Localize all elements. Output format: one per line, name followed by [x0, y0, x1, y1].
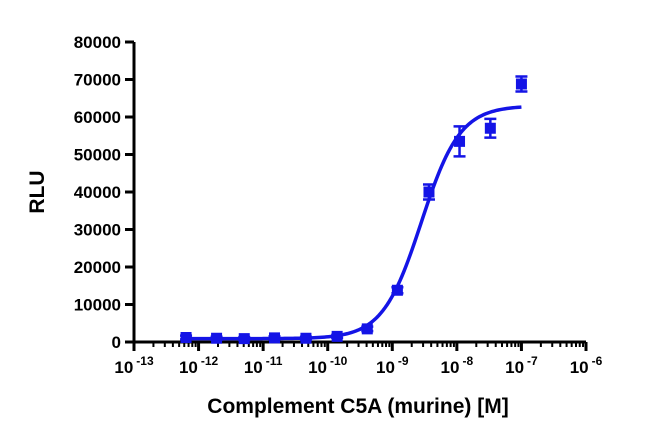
x-tick-label: 10 -12: [179, 354, 219, 377]
data-point: [515, 75, 528, 93]
y-tick-label: 20000: [74, 258, 121, 277]
y-tick-label: 50000: [74, 146, 121, 165]
fit-curve: [186, 105, 522, 341]
point-marker: [454, 135, 466, 147]
plot-area: 0 10000 20000 30000 40000 50000 60000 70000 8000…: [74, 33, 603, 377]
point-marker: [484, 122, 496, 134]
x-tick-label: 10 -10: [308, 354, 348, 377]
data-point: [453, 125, 466, 158]
y-tick-label: 30000: [74, 221, 121, 240]
x-axis-ticks: 10 -13 10 -12 10 -11 10 -10 10 -9 10 -8 10 -7 10 -6: [114, 342, 603, 377]
x-tick-label: 10 -11: [244, 354, 283, 377]
x-tick-label: 10 -13: [114, 354, 154, 377]
data-point: [484, 117, 497, 139]
data-points-layer: [180, 75, 528, 345]
x-axis-title: Complement C5A (murine) [M]: [207, 395, 508, 418]
point-marker: [300, 332, 312, 344]
y-tick-label: 80000: [74, 33, 121, 52]
data-point: [299, 332, 312, 344]
data-point: [331, 330, 344, 342]
point-marker: [180, 332, 192, 343]
point-marker: [391, 284, 403, 296]
y-axis-ticks: 0 10000 20000 30000 40000 50000 60000 70000 8000…: [74, 33, 134, 352]
fit-curve-layer: [186, 105, 522, 341]
y-tick-label: 60000: [74, 108, 121, 127]
point-marker: [331, 330, 343, 342]
data-point: [268, 332, 281, 344]
point-marker: [211, 332, 223, 344]
point-marker: [361, 323, 373, 335]
y-tick-label: 40000: [74, 183, 121, 202]
data-point: [422, 183, 435, 201]
x-tick-label: 10 -9: [376, 354, 409, 377]
x-tick-label: 10 -6: [570, 354, 603, 377]
point-marker: [515, 78, 527, 90]
point-marker: [238, 333, 250, 345]
data-point: [238, 333, 251, 345]
point-marker: [269, 332, 281, 344]
data-point: [361, 323, 374, 335]
y-tick-label: 0: [112, 333, 121, 352]
y-tick-label: 70000: [74, 71, 121, 90]
data-point: [180, 332, 193, 343]
x-tick-label: 10 -8: [441, 354, 474, 377]
data-point: [210, 332, 223, 344]
x-tick-label: 10 -7: [505, 354, 538, 377]
y-axis-title: RLU: [26, 170, 49, 213]
y-tick-label: 10000: [74, 296, 121, 315]
data-point: [391, 284, 404, 296]
point-marker: [423, 186, 435, 198]
